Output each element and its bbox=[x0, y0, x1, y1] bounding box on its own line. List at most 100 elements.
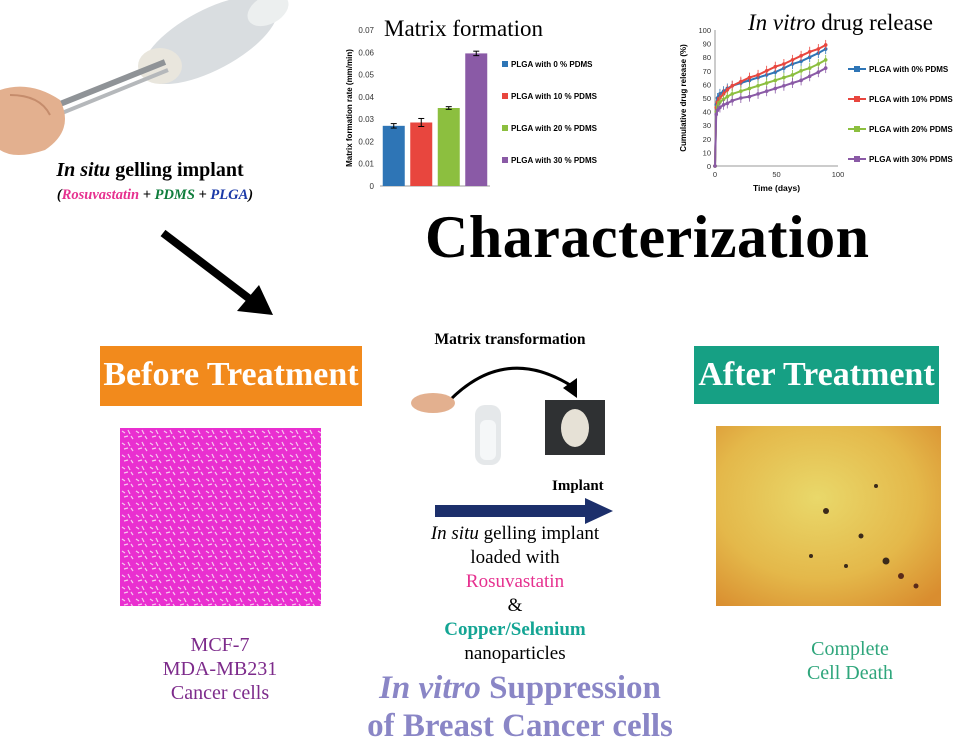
implant-title: In situ gelling implant bbox=[56, 159, 244, 181]
matrix-transformation-label: Matrix transformation bbox=[434, 331, 586, 348]
legend-swatch bbox=[502, 157, 508, 163]
data-point bbox=[718, 100, 722, 104]
y-tick-label: 0.03 bbox=[358, 115, 374, 124]
data-point bbox=[764, 69, 769, 73]
legend-swatch bbox=[502, 125, 508, 131]
tube-cap bbox=[247, 0, 289, 27]
y-tick-label: 50 bbox=[703, 94, 711, 103]
data-point bbox=[715, 108, 720, 113]
y-tick-label: 100 bbox=[698, 26, 711, 35]
legend-label: PLGA with 10 % PDMS bbox=[511, 92, 598, 101]
data-point bbox=[747, 75, 752, 80]
data-point bbox=[747, 86, 752, 91]
rosuvastatin-text: Rosuvastatin bbox=[465, 571, 565, 592]
finger bbox=[411, 393, 455, 413]
caption-line: Cell Death bbox=[806, 662, 894, 684]
caption-line: Complete bbox=[811, 638, 889, 660]
y-tick-label: 90 bbox=[703, 40, 711, 49]
y-tick-label: 0 bbox=[707, 162, 711, 171]
data-point bbox=[739, 89, 743, 93]
data-point bbox=[721, 103, 726, 107]
data-point bbox=[718, 105, 722, 110]
after-treatment-banner: After Treatment bbox=[694, 346, 939, 404]
data-point bbox=[807, 74, 812, 79]
y-tick-label: 80 bbox=[703, 53, 711, 62]
data-point bbox=[773, 64, 778, 69]
legend-marker bbox=[854, 96, 860, 102]
x-tick-label: 100 bbox=[832, 170, 845, 179]
data-point bbox=[816, 47, 821, 51]
legend-marker bbox=[854, 66, 860, 72]
legend-label: PLGA with 0% PDMS bbox=[869, 65, 949, 74]
legend-swatch bbox=[502, 61, 508, 67]
nanoparticles-text: nanoparticles bbox=[464, 643, 566, 664]
y-tick-label: 70 bbox=[703, 67, 711, 76]
before-caption: MCF-7 MDA-MB231 Cancer cells bbox=[120, 633, 320, 705]
legend-label: PLGA with 20% PDMS bbox=[869, 125, 953, 134]
data-point bbox=[721, 97, 726, 102]
curved-arrow bbox=[448, 366, 571, 402]
caption-line: MCF-7 bbox=[190, 634, 250, 656]
data-point bbox=[764, 81, 769, 85]
data-point bbox=[799, 59, 803, 64]
bar bbox=[410, 122, 433, 186]
y-tick-label: 30 bbox=[703, 121, 711, 130]
y-tick-label: 60 bbox=[703, 80, 711, 89]
data-point bbox=[807, 49, 812, 54]
implant-label: Implant bbox=[552, 478, 604, 494]
release-chart-title: In vitro drug release bbox=[748, 10, 933, 35]
dead-cells-image bbox=[716, 426, 941, 606]
caption-line: Cancer cells bbox=[170, 682, 270, 704]
characterization-heading: Characterization bbox=[425, 204, 870, 270]
data-point bbox=[799, 69, 803, 73]
legend-label: PLGA with 0 % PDMS bbox=[511, 60, 593, 69]
y-tick-label: 0.05 bbox=[358, 71, 374, 80]
suppression-heading-line2: of Breast Cancer cells bbox=[367, 708, 673, 744]
data-point bbox=[807, 66, 812, 70]
data-point bbox=[816, 70, 821, 74]
matrix-formation-chart: 0 0.01 0.02 0.03 0.04 0.05 0.06 0.07 Matrix form… bbox=[345, 26, 598, 191]
data-point bbox=[730, 98, 735, 103]
before-treatment-banner: Before Treatment bbox=[100, 346, 362, 406]
data-point bbox=[725, 101, 730, 106]
implant-arrow bbox=[435, 498, 613, 524]
legend-label: PLGA with 30% PDMS bbox=[869, 155, 953, 164]
data-point bbox=[782, 75, 786, 80]
data-point bbox=[816, 62, 821, 66]
flow-arrow-down bbox=[160, 229, 273, 315]
legend-swatch bbox=[502, 93, 508, 99]
data-point bbox=[823, 58, 828, 62]
legend-label: PLGA with 10% PDMS bbox=[869, 95, 953, 104]
data-point bbox=[782, 83, 786, 88]
data-point bbox=[725, 88, 730, 92]
after-caption: Complete Cell Death bbox=[750, 637, 950, 685]
data-point bbox=[790, 81, 795, 85]
data-point bbox=[725, 94, 730, 99]
data-point bbox=[764, 89, 769, 93]
suppression-heading-line1: In vitro Suppression bbox=[379, 670, 661, 706]
data-point bbox=[730, 83, 735, 88]
legend-marker bbox=[854, 126, 860, 132]
data-point bbox=[807, 55, 812, 59]
y-tick-label: 0.07 bbox=[358, 26, 374, 35]
bar bbox=[382, 125, 405, 186]
y-tick-label: 0.06 bbox=[358, 48, 374, 57]
implant-description-line2: loaded with bbox=[470, 547, 560, 568]
y-tick-label: 0.01 bbox=[358, 160, 374, 169]
data-point bbox=[713, 164, 717, 168]
data-point bbox=[773, 86, 778, 91]
legend-marker bbox=[854, 156, 860, 162]
x-tick-label: 0 bbox=[713, 170, 717, 179]
data-point bbox=[721, 92, 726, 96]
y-tick-label: 0 bbox=[370, 182, 375, 191]
data-point bbox=[773, 70, 778, 74]
data-point bbox=[773, 78, 778, 83]
data-point bbox=[756, 92, 760, 96]
x-axis-label: Time (days) bbox=[753, 183, 800, 193]
data-point bbox=[782, 62, 786, 66]
legend-label: PLGA with 30 % PDMS bbox=[511, 156, 598, 165]
data-point bbox=[790, 73, 795, 77]
data-point bbox=[823, 43, 828, 47]
caption-line: MDA-MB231 bbox=[162, 658, 278, 680]
data-point bbox=[790, 58, 795, 62]
